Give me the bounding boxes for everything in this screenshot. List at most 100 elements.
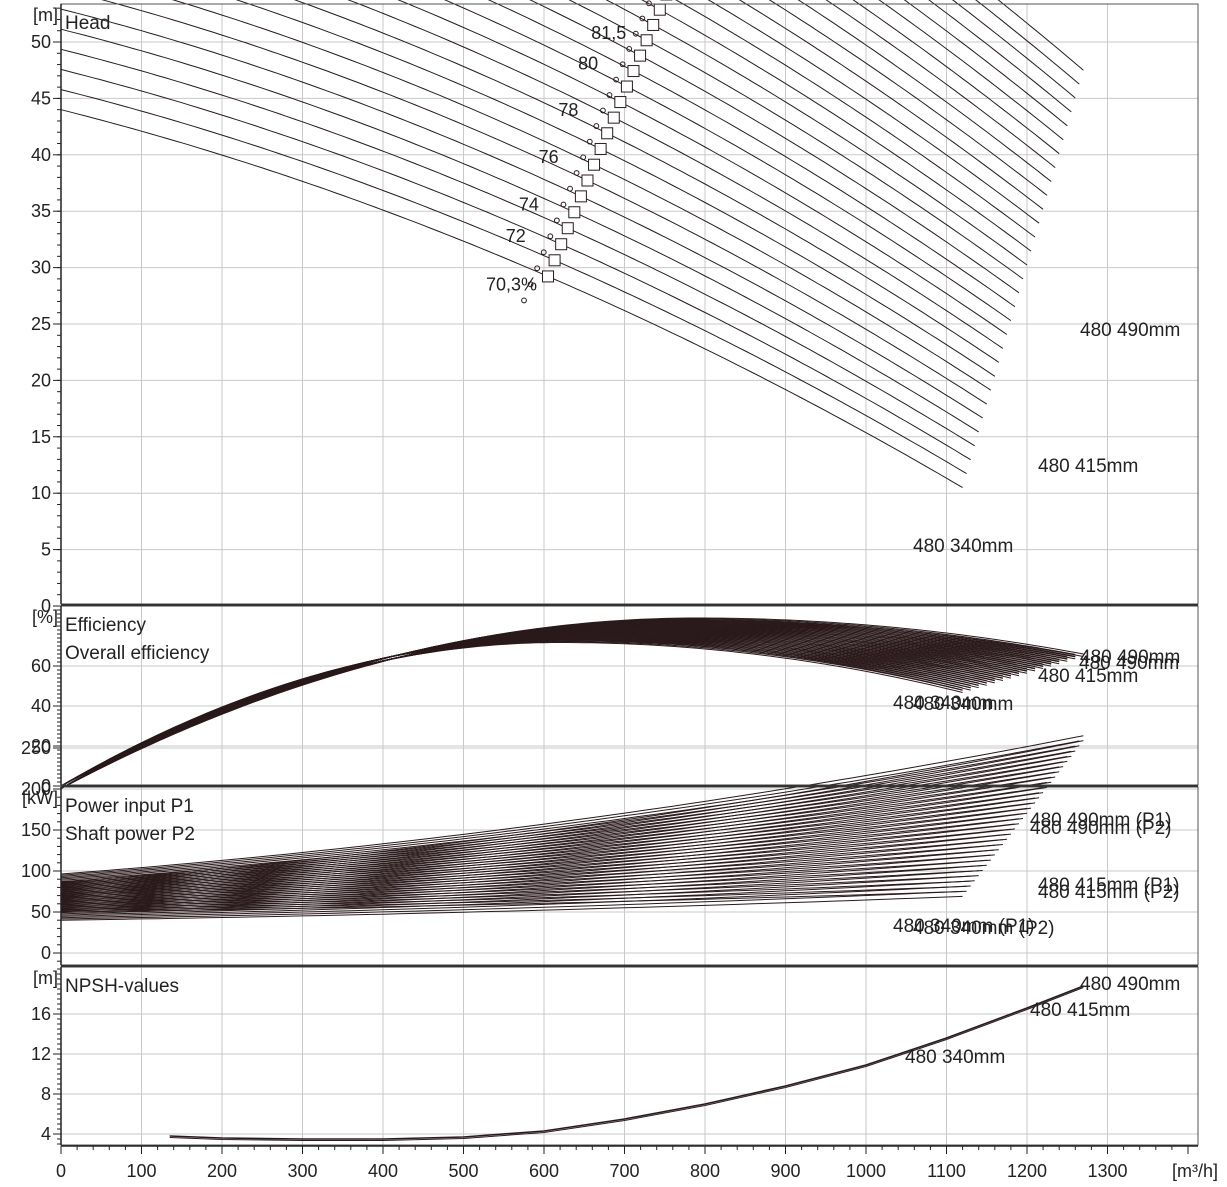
x-tick-label: 100: [126, 1161, 156, 1181]
efficiency-marker-dot: [553, 217, 560, 224]
shaft-power-curve: [60, 849, 999, 910]
power-curve-label: 480 340mm (P2): [913, 918, 1055, 939]
grid: [60, 4, 1198, 1145]
power-input-curve: [60, 756, 1068, 880]
head-curve: [605, 0, 1028, 266]
head-curve: [60, 48, 975, 447]
efficiency-marker-dot: [521, 297, 527, 304]
shaft-power-curve: [60, 870, 983, 915]
y-unit-label: [%]: [32, 607, 58, 627]
shaft-power-curve: [60, 864, 987, 914]
efficiency-marker-dot: [586, 138, 593, 145]
efficiency-marker-dot: [626, 46, 633, 52]
efficiency-marker-label: 72: [506, 226, 526, 246]
y-tick-label: 20: [31, 736, 51, 756]
shaft-power-curve: [60, 880, 975, 917]
y-tick-label: 45: [31, 88, 51, 108]
efficiency-marker: [634, 49, 647, 62]
y-tick-label: 100: [21, 861, 51, 881]
efficiency-marker: [607, 111, 620, 124]
y-tick-label: 25: [31, 314, 51, 334]
shaft-power-curve: [60, 812, 1028, 901]
efficiency-marker: [647, 18, 660, 31]
y-tick-label: 16: [31, 1004, 51, 1024]
shaft-power-curve: [60, 807, 1032, 900]
panel-title: NPSH-values: [65, 976, 179, 997]
head-curve: [60, 89, 967, 475]
efficiency-marker-label: 74: [519, 194, 539, 214]
y-tick-label: 50: [31, 32, 51, 52]
head-curve: [641, 0, 1032, 252]
efficiency-marker-label: 81,5: [591, 23, 626, 43]
head-curve: [60, 109, 963, 489]
efficiency-marker: [620, 80, 633, 93]
head-curve: [101, 0, 988, 405]
y-tick-label: 0: [41, 943, 51, 963]
y-tick-label: 250: [21, 738, 51, 758]
efficiency-curve-label: 480 490mm: [1079, 653, 1179, 674]
efficiency-marker-dot: [547, 233, 554, 240]
shaft-power-curve: [60, 760, 1068, 888]
shaft-power-curve: [60, 875, 979, 916]
head-curve: [444, 0, 1012, 322]
y-tick-label: 15: [31, 427, 51, 447]
x-tick-label: 600: [529, 1161, 559, 1181]
efficiency-curve-label: 480 340mm: [913, 694, 1013, 715]
x-tick-label: 700: [609, 1161, 639, 1181]
efficiency-marker-dot: [632, 30, 639, 37]
shaft-power-curve: [60, 895, 963, 921]
y-tick-label: 30: [31, 258, 51, 278]
head-curve: [825, 0, 1056, 168]
head-curve: [293, 0, 1000, 363]
shaft-power-curve: [60, 890, 967, 920]
efficiency-marker: [601, 127, 614, 140]
efficiency-marker-dot: [646, 0, 652, 7]
y-tick-label: 12: [31, 1044, 51, 1064]
x-tick-label: 300: [287, 1161, 317, 1181]
y-tick-label: 35: [31, 201, 51, 221]
npsh-curve-label: 480 490mm: [1080, 974, 1180, 995]
efficiency-marker-label: 80: [578, 54, 598, 74]
shaft-power-curve: [60, 786, 1048, 895]
y-tick-label: 0: [41, 596, 51, 616]
efficiency-marker-dot: [527, 281, 534, 288]
power-curve-label: 480 490mm (P2): [1030, 818, 1172, 839]
efficiency-marker-label: 78: [558, 100, 578, 120]
npsh-curve: [169, 987, 1084, 1141]
y-tick-label: 200: [21, 779, 51, 799]
efficiency-curve-label: 480 415mm: [1038, 666, 1138, 687]
shaft-power-curve: [60, 838, 1007, 907]
head-curve: [397, 0, 1008, 335]
efficiency-marker-label: 76: [539, 147, 559, 167]
efficiency-markers: [521, 0, 673, 304]
efficiency-marker: [614, 96, 627, 109]
shaft-power-curve: [60, 854, 995, 911]
head-curve: [529, 0, 1020, 294]
power-input-curve: [60, 750, 1072, 879]
shaft-power-curve: [60, 745, 1080, 884]
shaft-power-curve: [60, 740, 1084, 883]
head-curve: [768, 0, 1048, 196]
efficiency-marker-dot: [567, 185, 573, 192]
x-tick-label: 500: [448, 1161, 478, 1181]
head-curve: [797, 0, 1052, 182]
efficiency-marker: [548, 254, 561, 267]
head-curve: [878, 0, 1064, 141]
efficiency-marker: [588, 158, 601, 171]
head-curve: [738, 0, 1044, 210]
y-tick-label: 8: [41, 1084, 51, 1104]
shaft-power-curve: [60, 885, 971, 919]
head-curve: [60, 68, 971, 461]
efficiency-marker-dot: [619, 61, 626, 68]
efficiency-marker-dot: [560, 201, 567, 208]
x-tick-label: 900: [770, 1161, 800, 1181]
shaft-power-curve: [60, 797, 1040, 897]
efficiency-curve: [60, 617, 1084, 787]
efficiency-marker: [653, 3, 666, 16]
shaft-power-curve: [60, 833, 1011, 906]
x-tick-label: 1300: [1087, 1161, 1127, 1181]
head-curve-label: 480 340mm: [913, 536, 1013, 557]
y-tick-label: 50: [31, 902, 51, 922]
y-tick-label: 4: [41, 1124, 51, 1144]
